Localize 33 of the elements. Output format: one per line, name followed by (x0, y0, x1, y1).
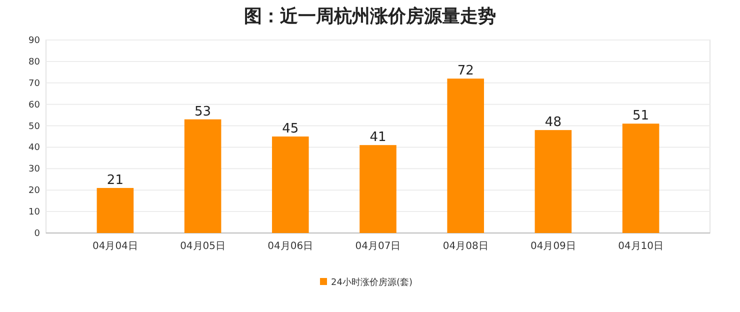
y-tick-label: 40 (28, 143, 40, 154)
bar (622, 124, 660, 233)
bar (534, 130, 572, 233)
legend-label: 24小时涨价房源(套) (331, 277, 412, 288)
y-tick-label: 50 (28, 122, 40, 132)
y-tick-label: 80 (28, 57, 40, 68)
y-tick-label: 90 (28, 36, 40, 46)
bar (360, 145, 396, 233)
y-tick-label: 60 (28, 100, 40, 110)
bar (184, 119, 222, 233)
y-tick-label: 0 (34, 229, 40, 239)
bar (272, 136, 309, 233)
x-tick-label: 04月10日 (618, 241, 664, 252)
bar (447, 78, 484, 233)
y-tick-label: 70 (28, 78, 40, 89)
data-label: 48 (544, 115, 562, 130)
data-label: 53 (194, 104, 212, 120)
x-tick-label: 04月05日 (180, 241, 226, 252)
x-tick-label: 04月04日 (92, 241, 138, 252)
data-label: 21 (106, 172, 124, 188)
y-tick-label: 10 (28, 208, 40, 218)
bar (96, 188, 134, 233)
chart-title: 图：近一周杭州涨价房源量走势 (244, 6, 496, 27)
x-tick-label: 04月06日 (268, 241, 314, 252)
y-tick-label: 30 (28, 164, 40, 175)
data-label: 41 (370, 130, 386, 146)
x-tick-label: 04月09日 (530, 241, 576, 252)
x-tick-label: 04月08日 (442, 241, 488, 252)
data-label: 45 (282, 122, 299, 136)
data-label: 51 (632, 108, 650, 124)
data-label: 72 (457, 64, 474, 79)
y-tick-label: 20 (28, 186, 40, 196)
x-tick-label: 04月07日 (355, 241, 401, 252)
